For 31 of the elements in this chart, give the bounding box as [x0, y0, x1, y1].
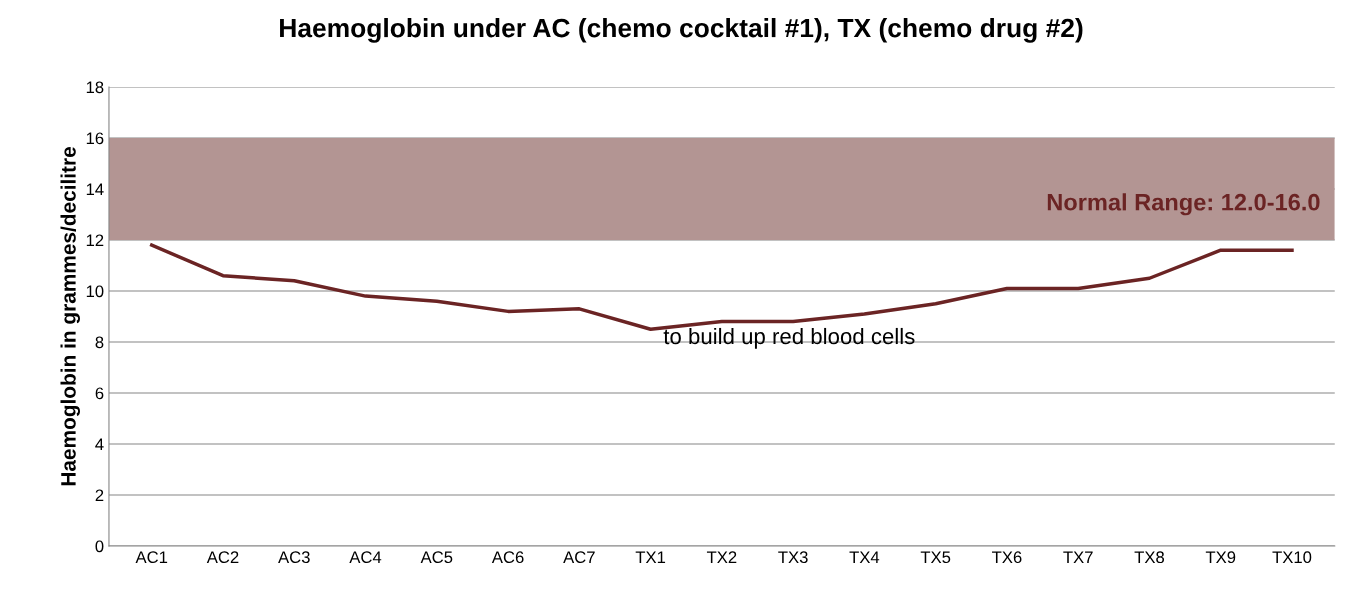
x-tick-label: AC4	[349, 551, 382, 564]
x-tick-label: TX6	[992, 551, 1022, 564]
y-tick-label: 18	[86, 81, 104, 94]
y-tick-label: 14	[86, 183, 104, 196]
y-tick-label: 16	[86, 132, 104, 145]
x-tick-label: TX3	[778, 551, 808, 564]
x-tick-label: AC3	[278, 551, 310, 564]
y-tick-label: 8	[95, 336, 104, 349]
x-tick-label: TX10	[1272, 551, 1312, 564]
x-tick-label: TX9	[1205, 551, 1236, 564]
y-tick-label: 4	[95, 438, 104, 451]
x-tick-label: TX1	[635, 551, 666, 563]
y-tick-label: 0	[95, 540, 104, 553]
chart-title: Haemoglobin under AC (chemo cocktail #1), TX (chemo drug #2)	[280, 18, 1083, 43]
x-tick-label: TX7	[1063, 551, 1093, 563]
y-tick-label: 10	[86, 285, 104, 298]
x-tick-label: AC7	[563, 551, 595, 564]
x-tick-label: TX5	[920, 551, 951, 564]
x-tick-label: AC6	[491, 551, 524, 564]
y-tick-label: 6	[95, 387, 104, 400]
y-tick-label: 12	[86, 234, 104, 247]
x-tick-label: TX8	[1134, 551, 1165, 564]
annotation: to build up red blood cells	[663, 327, 915, 349]
x-tick-label: TX2	[706, 551, 737, 563]
y-axis-title: Haemoglobin in grammes/decilitre	[60, 147, 81, 486]
y-tick-label: 2	[95, 489, 104, 502]
x-tick-label: AC2	[206, 551, 239, 564]
x-tick-label: AC1	[135, 551, 168, 564]
x-tick-label: TX4	[849, 551, 880, 563]
x-tick-label: AC5	[420, 551, 453, 564]
band-label: Normal Range: 12.0-16.0	[1047, 193, 1320, 216]
